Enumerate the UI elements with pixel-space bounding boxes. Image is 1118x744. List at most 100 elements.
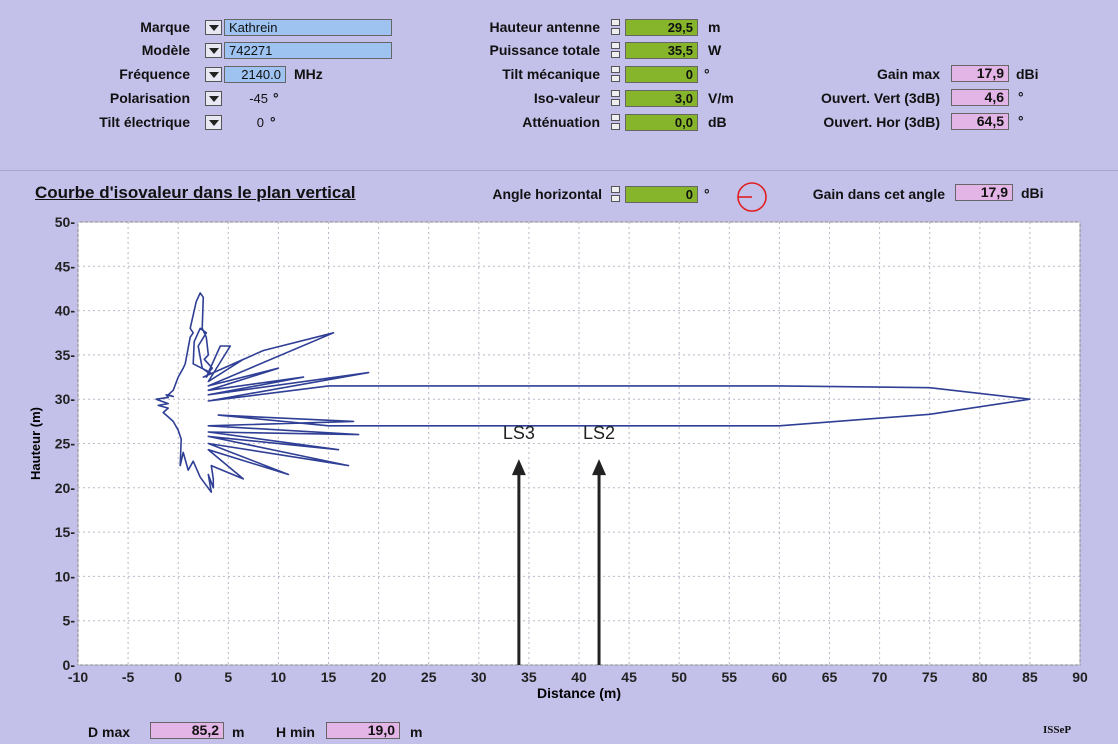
y-tick-label: 5- xyxy=(63,613,76,629)
ouvert-hor-unit: ° xyxy=(1018,113,1024,129)
iso-valeur-label: Iso-valeur xyxy=(533,90,600,106)
x-tick-label: 85 xyxy=(1022,669,1038,685)
y-tick-label: 10- xyxy=(55,568,76,584)
x-tick-label: 75 xyxy=(922,669,938,685)
annotation-arrowhead xyxy=(592,459,607,476)
annotations: LS3 LS2 xyxy=(503,423,615,665)
polarisation-value[interactable]: -45 xyxy=(249,91,268,106)
issep-logo: ISSeP xyxy=(1043,724,1072,736)
tilt-electrique-value[interactable]: 0 xyxy=(256,115,264,130)
hmin-label: H min xyxy=(276,724,315,740)
gain-max-value: 17,9 xyxy=(951,65,1009,82)
attenuation-label: Atténuation xyxy=(522,114,600,130)
y-tick-label: 25- xyxy=(55,436,76,452)
puissance-totale-label: Puissance totale xyxy=(489,42,601,58)
attenuation-field[interactable]: 0,0 xyxy=(625,114,698,131)
y-tick-label: 40- xyxy=(55,303,76,319)
x-tick-label: 25 xyxy=(421,669,437,685)
x-tick-label: 80 xyxy=(972,669,988,685)
section-title: Courbe d'isovaleur dans le plan vertical xyxy=(35,183,356,202)
iso-valeur-field[interactable]: 3,0 xyxy=(625,90,698,107)
hauteur-antenne-spinner[interactable] xyxy=(611,19,620,36)
x-tick-label: 10 xyxy=(271,669,287,685)
x-tick-label: 40 xyxy=(571,669,587,685)
gain-angle-label: Gain dans cet angle xyxy=(812,186,945,202)
ouvert-vert-label: Ouvert. Vert (3dB) xyxy=(820,90,940,106)
x-tick-label: 90 xyxy=(1072,669,1088,685)
ouvert-vert-value: 4,6 xyxy=(951,89,1009,106)
hmin-unit: m xyxy=(410,724,423,740)
x-tick-label: 0 xyxy=(174,669,182,685)
gain-angle-value: 17,9 xyxy=(955,184,1013,201)
y-tick-label: 20- xyxy=(55,480,76,496)
x-tick-label: 70 xyxy=(872,669,888,685)
tilt-mecanique-label: Tilt mécanique xyxy=(502,66,600,82)
series-layer xyxy=(155,292,1031,494)
angle-horizontal-field[interactable]: 0 xyxy=(625,186,698,203)
x-tick-label: 15 xyxy=(321,669,337,685)
compass-icon xyxy=(737,182,767,212)
frequence-label: Fréquence xyxy=(119,66,190,82)
tilt-electrique-unit: ° xyxy=(270,114,276,130)
tilt-electrique-dropdown-button[interactable] xyxy=(205,115,222,130)
x-tick-label: 30 xyxy=(471,669,487,685)
x-tick-label: 45 xyxy=(621,669,637,685)
annotation-arrowhead xyxy=(511,459,526,476)
modele-label: Modèle xyxy=(141,42,190,58)
marque-field[interactable]: Kathrein xyxy=(224,19,392,36)
tilt-mecanique-unit: ° xyxy=(704,66,710,82)
x-tick-label: 60 xyxy=(772,669,788,685)
tick-labels: -10 -5 0 5 10 15 20 25 30 35 40 45 50 55 60 65 70 75 80 85 9… xyxy=(55,214,1088,685)
attenuation-spinner[interactable] xyxy=(611,114,620,131)
tilt-electrique-label: Tilt électrique xyxy=(99,114,190,130)
puissance-totale-spinner[interactable] xyxy=(611,42,620,59)
isovaleur-curve xyxy=(155,292,1031,494)
y-tick-label: 45- xyxy=(55,258,76,274)
modele-dropdown-button[interactable] xyxy=(205,43,222,58)
polarisation-label: Polarisation xyxy=(109,90,190,106)
x-tick-label: 35 xyxy=(521,669,537,685)
ouvert-hor-value: 64,5 xyxy=(951,113,1009,130)
y-tick-label: 30- xyxy=(55,391,76,407)
dmax-label: D max xyxy=(88,724,131,740)
section-divider xyxy=(0,170,1118,171)
y-axis-label: Hauteur (m) xyxy=(28,407,43,480)
gain-max-label: Gain max xyxy=(876,66,940,82)
tilt-mecanique-field[interactable]: 0 xyxy=(625,66,698,83)
annotation-label: LS3 xyxy=(503,423,535,443)
frequence-dropdown-button[interactable] xyxy=(205,67,222,82)
ouvert-vert-unit: ° xyxy=(1018,89,1024,105)
x-tick-label: 20 xyxy=(371,669,387,685)
ouvert-hor-label: Ouvert. Hor (3dB) xyxy=(823,114,940,130)
x-tick-label: 50 xyxy=(671,669,687,685)
polarisation-dropdown-button[interactable] xyxy=(205,91,222,106)
attenuation-unit: dB xyxy=(708,114,727,130)
iso-valeur-spinner[interactable] xyxy=(611,90,620,107)
frequence-field[interactable]: 2140.0 xyxy=(224,66,286,83)
grid xyxy=(77,221,1081,666)
hauteur-antenne-unit: m xyxy=(708,19,721,35)
dmax-value: 85,2 xyxy=(150,722,224,739)
x-tick-label: 5 xyxy=(224,669,232,685)
puissance-totale-unit: W xyxy=(708,42,722,58)
dmax-unit: m xyxy=(232,724,245,740)
polarisation-unit: ° xyxy=(273,90,279,106)
hauteur-antenne-field[interactable]: 29,5 xyxy=(625,19,698,36)
x-axis-label: Distance (m) xyxy=(537,685,621,701)
y-tick-label: 0- xyxy=(63,657,76,673)
x-tick-label: 65 xyxy=(822,669,838,685)
angle-horizontal-spinner[interactable] xyxy=(611,186,620,203)
modele-field[interactable]: 742271 xyxy=(224,42,392,59)
x-tick-label: 55 xyxy=(722,669,738,685)
annotation-label: LS2 xyxy=(583,423,615,443)
y-tick-label: 35- xyxy=(55,347,76,363)
puissance-totale-field[interactable]: 35,5 xyxy=(625,42,698,59)
y-tick-label: 15- xyxy=(55,524,76,540)
hmin-value: 19,0 xyxy=(326,722,400,739)
marque-dropdown-button[interactable] xyxy=(205,20,222,35)
tilt-mecanique-spinner[interactable] xyxy=(611,66,620,83)
marque-label: Marque xyxy=(140,19,190,35)
angle-horizontal-label: Angle horizontal xyxy=(492,186,602,202)
angle-horizontal-unit: ° xyxy=(704,186,710,202)
